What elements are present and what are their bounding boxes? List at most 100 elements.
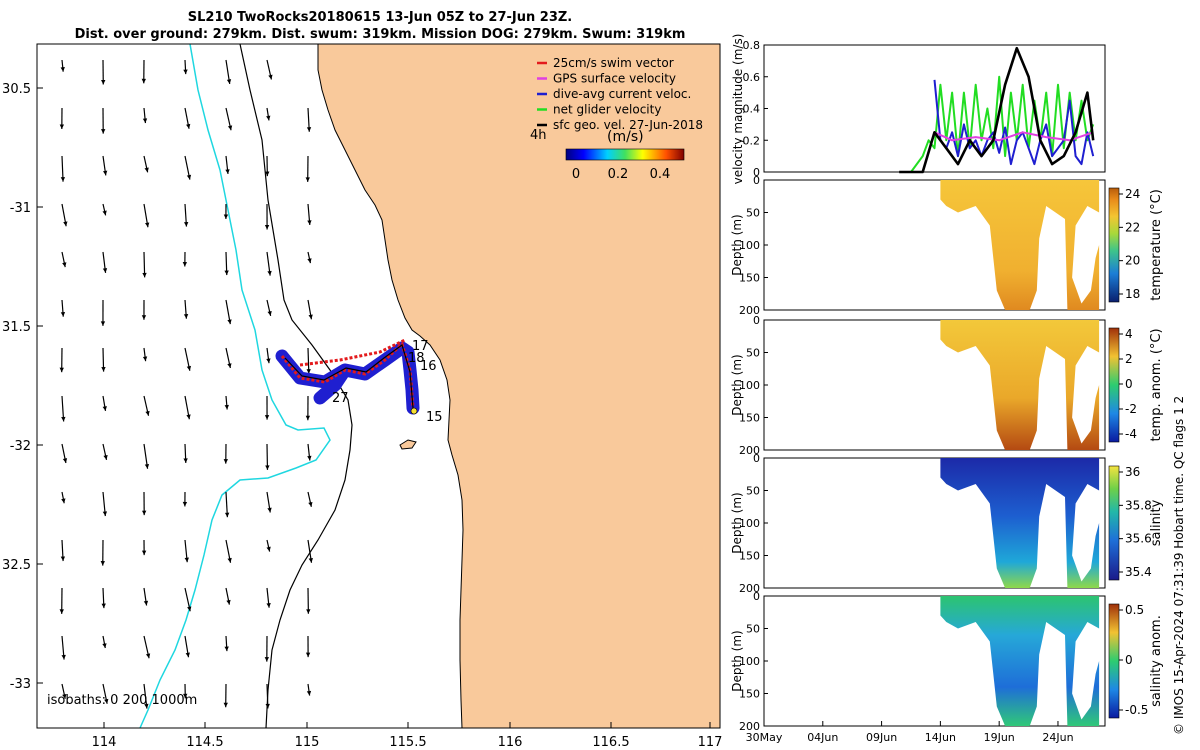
velocity-arrow-head	[60, 177, 66, 182]
velocity-arrow-head	[101, 129, 106, 134]
depth-tick-label: 50	[746, 207, 760, 220]
velocity-arrow-head	[141, 510, 147, 516]
depth-tick-label: 100	[739, 655, 760, 668]
map-x-tick-label: 115	[295, 735, 320, 750]
section-data	[940, 458, 1100, 588]
velocity-arrow-head	[306, 690, 312, 696]
velocity-arrow-head	[144, 703, 149, 709]
velocity-arrow-head	[141, 315, 147, 320]
velocity-arrow-head	[101, 603, 106, 609]
velocity-series-line	[934, 131, 1094, 142]
velocity-arrow-head	[227, 363, 232, 369]
velocity-arrow-head	[100, 561, 105, 566]
velocity-arrow-head	[264, 657, 270, 662]
depth-tick-label: 100	[739, 239, 760, 252]
section-colorbar	[1108, 465, 1120, 581]
velocity-arrow-head	[103, 454, 108, 460]
velocity-arrow-head	[267, 310, 272, 316]
depth-tick-label: 200	[739, 582, 760, 595]
velocity-arrow-head	[145, 653, 151, 659]
velocity-arrow-head	[141, 78, 146, 84]
track-label-27: 27	[332, 391, 349, 406]
map-x-axis: 114 114.5 115 115.5 116 116.5 117	[92, 722, 723, 750]
section-colorbar	[1108, 327, 1120, 443]
velocity-series-line	[933, 79, 1095, 166]
legend-label: sfc geo. vel. 27-Jun-2018	[553, 118, 703, 132]
colorbar-tick-0.2: 0.2	[608, 167, 629, 182]
time-axis: 30May 04Jun 09Jun 14Jun 19Jun 24Jun	[746, 721, 1074, 744]
colorbar-tick-label: 20	[1125, 254, 1140, 268]
map-y-tick-label: 32.5	[2, 558, 31, 573]
map-x-tick-label: 116	[498, 735, 523, 750]
depth-tick-label: 50	[746, 623, 760, 636]
section-data	[940, 320, 1100, 450]
time-tick-label: 24Jun	[1042, 731, 1073, 744]
colorbar-label: salinity anom.	[1149, 615, 1164, 707]
velocity-ylabel: velocity magnitude (m/s)	[731, 34, 745, 185]
depth-tick-label: 150	[739, 412, 760, 425]
map-x-tick-label: 114.5	[186, 735, 223, 750]
time-tick-label: 14Jun	[925, 731, 956, 744]
time-tick-label: 30May	[746, 731, 783, 744]
velocity-arrow-head	[226, 599, 231, 605]
velocity-y-tick-label: 0.6	[743, 71, 761, 84]
velocity-panel: 0 0.2 0.4 0.6 0.8 velocity magnitude (m/s)	[731, 34, 1106, 185]
velocity-arrow-head	[266, 115, 271, 121]
legend-label: dive-avg current veloc.	[553, 87, 691, 101]
section-panel: 0 50 100 150 200 Depth (m) 35.4 35.6 35.8 36 salin…	[730, 452, 1164, 595]
legend-label: GPS surface velocity	[553, 72, 676, 86]
map-y-tick-label: 30.5	[2, 82, 31, 97]
colorbar-gradient	[565, 148, 685, 161]
colorbar-tick-label: 22	[1125, 220, 1140, 234]
velocity-arrow-head	[187, 606, 192, 612]
velocity-arrow-head	[61, 498, 66, 504]
velocity-arrow-head	[183, 69, 188, 75]
velocity-arrow-head	[59, 124, 65, 130]
velocity-arrow-head	[102, 170, 108, 176]
depth-tick-label: 200	[739, 304, 760, 317]
velocity-arrow-head	[266, 358, 271, 364]
map-legend: 25cm/s swim vector GPS surface velocitydi…	[537, 56, 703, 132]
velocity-arrow-head	[102, 406, 107, 411]
velocity-arrow-head	[60, 556, 66, 562]
depth-tick-label: 50	[746, 485, 760, 498]
depth-ylabel: Depth (m)	[730, 492, 744, 553]
depth-tick-label: 150	[739, 550, 760, 563]
velocity-y-tick-label: 0.4	[743, 103, 761, 116]
credit-text: © IMOS 15-Apr-2024 07:31:39 Hobart time.…	[1172, 395, 1186, 735]
velocity-arrow-head	[267, 507, 272, 513]
map-y-tick-label: 31.5	[2, 320, 31, 335]
island	[399, 439, 417, 450]
velocity-arrow-head	[144, 167, 149, 173]
map-x-tick-label: 117	[698, 735, 723, 750]
colorbar-tick-label: 0.5	[1125, 603, 1144, 617]
map-x-tick-label: 115.5	[389, 735, 426, 750]
colorbar-tick-label: -4	[1125, 427, 1137, 441]
colorbar-tick-label: 0	[1125, 653, 1133, 667]
velocity-arrow-head	[59, 609, 64, 614]
map-frame	[36, 43, 721, 729]
time-tick-label: 09Jun	[866, 731, 897, 744]
map-y-tick-label: -32	[10, 439, 31, 454]
velocity-arrow-head	[185, 652, 190, 658]
surface-velocity-arrows	[59, 59, 313, 709]
depth-tick-label: 150	[739, 688, 760, 701]
velocity-arrow-head	[224, 646, 229, 652]
velocity-arrow-head	[61, 416, 66, 422]
velocity-arrow-head	[102, 643, 107, 649]
colorbar-label: temp. anom. (°C)	[1149, 328, 1164, 441]
land-area	[317, 44, 720, 728]
colorbar-tick-label: -0.5	[1125, 703, 1148, 717]
velocity-arrow-head	[142, 118, 148, 124]
velocity-arrow-head	[183, 693, 188, 699]
velocity-arrow-head	[223, 214, 229, 220]
section-colorbar	[1108, 603, 1120, 719]
section-panel: 0 50 100 150 200 Depth (m) -4 -2 0 2 4 temp. anom. …	[730, 314, 1164, 457]
velocity-arrow-head	[102, 268, 108, 273]
colorbar-tick-label: 2	[1125, 352, 1133, 366]
section-panel: 0 50 100 150 200 Depth (m) -0.5 0 0.5 salinity an…	[730, 590, 1164, 733]
velocity-arrow-head	[224, 404, 229, 410]
track-label-15: 15	[426, 410, 443, 425]
velocity-arrow-head	[183, 458, 188, 463]
velocity-arrow-head	[59, 367, 64, 373]
